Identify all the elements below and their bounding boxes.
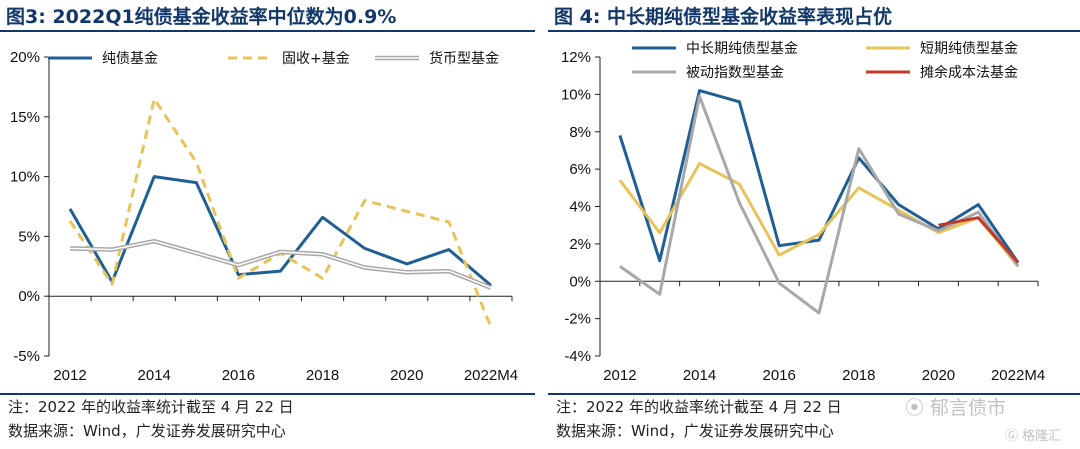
title-rule bbox=[0, 30, 535, 32]
y-tick-label: 0% bbox=[569, 273, 591, 290]
x-tick-label: 2014 bbox=[138, 367, 171, 384]
line-chart: -4% -2% 0% 2% 4% 6% 8% 10% 12% 2012 2014 2016 2018 20… bbox=[561, 40, 1045, 384]
legend-label: 纯债基金 bbox=[102, 50, 158, 67]
figure-title: 图 4: 中长期纯债型基金收益率表现占优 bbox=[554, 6, 893, 28]
y-tick-label: 2% bbox=[569, 236, 591, 253]
x-tick-label: 2016 bbox=[222, 367, 255, 384]
y-tick-label: -4% bbox=[564, 348, 591, 365]
y-tick-label: 4% bbox=[569, 199, 591, 216]
x-tick-label: 2020 bbox=[922, 367, 955, 384]
y-tick-label: 12% bbox=[561, 49, 591, 66]
y-tick-label: 10% bbox=[10, 169, 40, 186]
data-source: 数据来源：Wind，广发证券发展研究中心 bbox=[556, 422, 834, 440]
x-tick-label: 2016 bbox=[762, 367, 795, 384]
y-tick-label: 20% bbox=[10, 49, 40, 66]
x-tick-label: 2018 bbox=[842, 367, 875, 384]
x-tick-label: 2022M4 bbox=[991, 367, 1045, 384]
line-chart: -5% 0% 5% 10% 15% 20% 2012 2014 2016 2018 2020 2022… bbox=[10, 49, 518, 384]
legend-label: 被动指数型基金 bbox=[686, 64, 784, 81]
legend-label: 固收+基金 bbox=[282, 50, 350, 67]
y-tick-label: -5% bbox=[13, 348, 40, 365]
series-line-outline bbox=[69, 238, 492, 290]
x-tick-label: 2012 bbox=[603, 367, 636, 384]
series-line bbox=[68, 175, 492, 287]
y-tick-label: 10% bbox=[561, 86, 591, 103]
footnote: 注：2022 年的收益率统计截至 4 月 22 日 bbox=[8, 398, 294, 416]
y-tick-label: 0% bbox=[18, 288, 40, 305]
x-tick-label: 2014 bbox=[683, 367, 716, 384]
footer-rule bbox=[0, 393, 535, 395]
watermark-logo: Ⓖ 格隆汇 bbox=[1005, 429, 1062, 444]
watermark-logo: ⦿ 郁言债市 bbox=[905, 397, 1007, 419]
legend-label: 货币型基金 bbox=[429, 50, 499, 67]
legend-label: 中长期纯债型基金 bbox=[686, 40, 798, 57]
y-tick-label: 15% bbox=[10, 109, 40, 126]
y-tick-label: 5% bbox=[18, 228, 40, 245]
legend-label: 短期纯债型基金 bbox=[920, 40, 1018, 57]
x-tick-label: 2022M4 bbox=[464, 367, 518, 384]
series-line bbox=[69, 240, 492, 289]
legend-label: 摊余成本法基金 bbox=[920, 64, 1018, 81]
series-line bbox=[619, 94, 1020, 315]
series-line bbox=[618, 162, 1020, 268]
chart-panel-right: 图 4: 中长期纯债型基金收益率表现占优 -4% -2% 0% 2% 4% 6% 8% 10%… bbox=[548, 0, 1080, 449]
y-tick-label: 8% bbox=[569, 124, 591, 141]
chart-panel-left: 图3: 2022Q1纯债基金收益率中位数为0.9% -5% 0% 5% 10% 15% 2… bbox=[0, 0, 535, 449]
series-line bbox=[938, 216, 1020, 264]
y-tick-label: -2% bbox=[564, 311, 591, 328]
series-line bbox=[618, 89, 1020, 264]
footnote: 注：2022 年的收益率统计截至 4 月 22 日 bbox=[556, 398, 842, 416]
figure-title: 图3: 2022Q1纯债基金收益率中位数为0.9% bbox=[6, 6, 397, 28]
data-source: 数据来源：Wind，广发证券发展研究中心 bbox=[8, 422, 286, 440]
x-tick-label: 2012 bbox=[53, 367, 86, 384]
footer-rule bbox=[548, 393, 1080, 395]
x-tick-label: 2020 bbox=[390, 367, 423, 384]
x-tick-label: 2018 bbox=[306, 367, 339, 384]
title-rule bbox=[548, 30, 1080, 32]
series-line bbox=[68, 97, 493, 328]
y-tick-label: 6% bbox=[569, 161, 591, 178]
